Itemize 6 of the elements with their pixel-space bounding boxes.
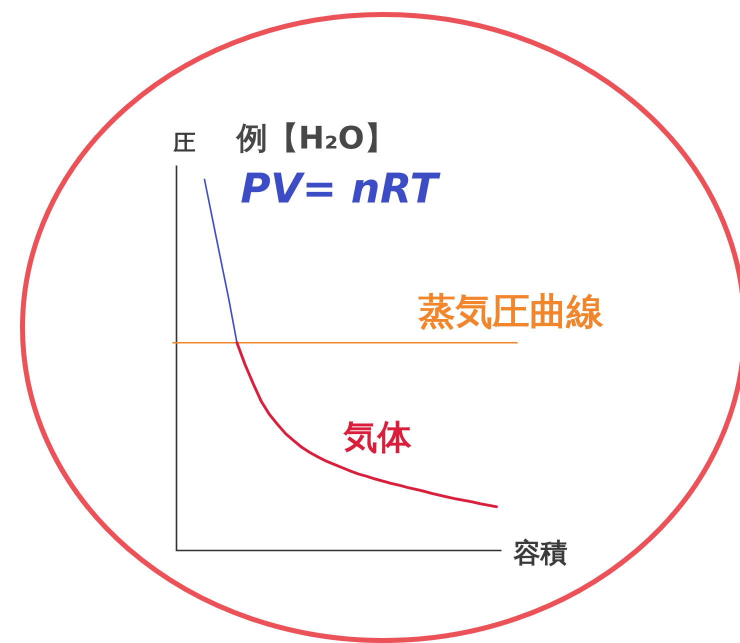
series-label: PV= nRT <box>240 164 441 212</box>
y-axis-title: 圧 <box>172 131 196 156</box>
ref-line-label: 蒸気圧曲線 <box>418 290 604 333</box>
chart-title: 例【H₂O】 <box>236 120 396 156</box>
series-label: 気体 <box>342 418 412 458</box>
x-axis-title: 容積 <box>512 538 568 569</box>
